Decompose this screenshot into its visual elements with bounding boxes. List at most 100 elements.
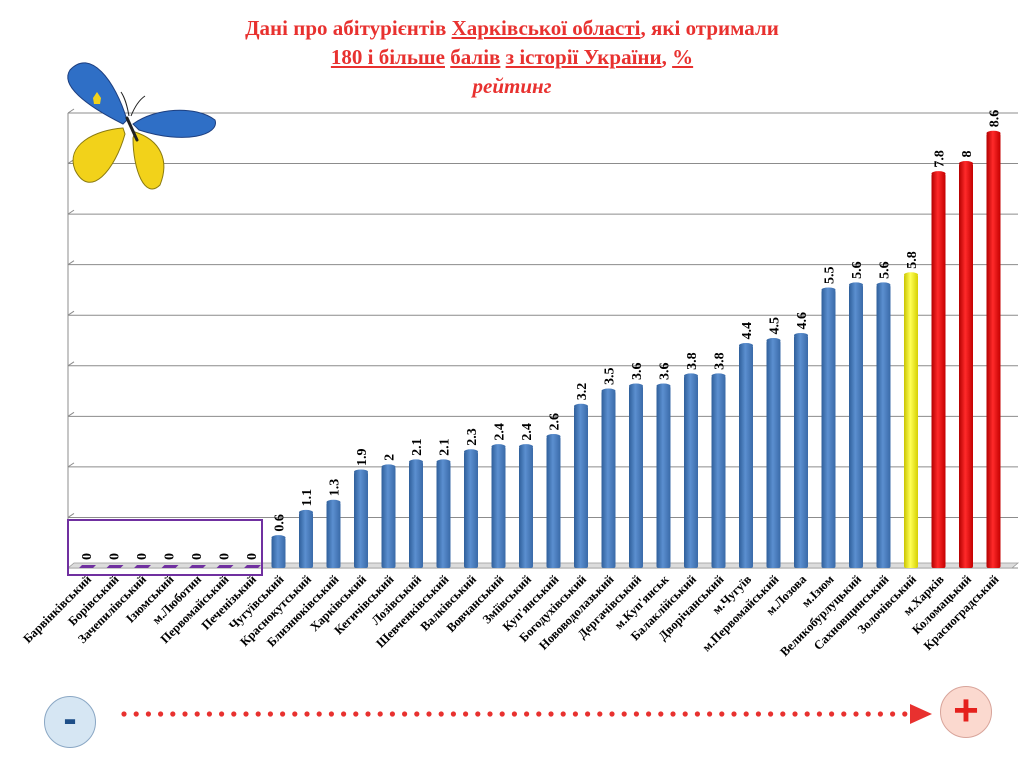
bar	[794, 335, 808, 568]
bar	[464, 451, 478, 568]
bar-top	[436, 459, 451, 465]
butterfly-icon	[67, 62, 216, 190]
value-label: 5.8	[905, 251, 920, 269]
bar	[546, 436, 561, 568]
title-line-2: 180 і більше балів з історії України, %	[0, 43, 1024, 72]
value-label: 2.4	[493, 423, 508, 441]
bar-top	[629, 383, 643, 389]
bar	[629, 386, 643, 568]
arrow-dot	[853, 711, 859, 717]
value-label: 5.5	[823, 266, 838, 284]
bar	[766, 340, 781, 568]
value-label: 0	[135, 553, 150, 560]
gridline-tick	[67, 310, 75, 316]
arrow-dot	[280, 711, 286, 717]
arrow-dot	[719, 711, 725, 717]
bar	[904, 274, 918, 568]
value-label: 2	[383, 454, 398, 461]
bar	[519, 446, 533, 568]
arrow-dot	[475, 711, 481, 717]
arrow-dot	[170, 711, 176, 717]
bar	[409, 461, 423, 568]
bar	[354, 471, 368, 568]
arrow-dot	[243, 711, 249, 717]
arrow-dot	[194, 711, 200, 717]
bar-top	[904, 272, 918, 278]
arrow-dot	[304, 711, 310, 717]
arrow-dot	[133, 711, 139, 717]
title-subject: з історії України	[505, 45, 662, 69]
arrow-dot	[768, 711, 774, 717]
bar	[821, 289, 836, 568]
arrow-dot	[219, 711, 225, 717]
arrow-dot	[804, 711, 810, 717]
arrow-dot	[792, 711, 798, 717]
arrow-dot	[328, 711, 334, 717]
chart-floor	[66, 562, 1020, 569]
bar	[79, 565, 96, 568]
gridline-tick	[67, 411, 75, 417]
bar-top	[409, 459, 423, 465]
gridline-tick	[67, 108, 75, 114]
bar	[491, 446, 506, 568]
bar	[436, 461, 451, 568]
bar-top	[381, 464, 396, 470]
arrow-dot	[487, 711, 493, 717]
arrow-dot	[670, 711, 676, 717]
arrow-dot	[206, 711, 212, 717]
arrow-dot	[609, 711, 615, 717]
bar	[711, 375, 726, 568]
value-labels: 0 0 0 0 0 0 0 0.6 1.1 1.3 1.9 2 2.1 2.1 2.3 2.4 2.4 2.6 3.…	[80, 110, 1003, 560]
plus-sign: +	[940, 686, 992, 738]
bar	[134, 565, 151, 568]
bar	[684, 375, 698, 568]
arrow-dot	[621, 711, 627, 717]
arrow-dot	[658, 711, 664, 717]
bar-top	[271, 535, 286, 541]
bar-top	[931, 171, 946, 177]
gridline-tick	[67, 462, 75, 468]
bar-top	[546, 434, 561, 440]
value-label: 2.1	[438, 438, 453, 456]
bar-top	[464, 449, 478, 455]
arrow-dot	[829, 711, 835, 717]
title-text-2: , які отримали	[640, 16, 779, 40]
title-region: Харківської області	[451, 16, 641, 40]
bar-top	[739, 343, 753, 349]
value-label: 5.6	[878, 261, 893, 279]
arrow-dot	[780, 711, 786, 717]
arrow-dot	[145, 711, 151, 717]
value-label: 0	[190, 553, 205, 560]
arrow-dot	[402, 711, 408, 717]
bar	[601, 391, 616, 568]
value-label: 0	[163, 553, 178, 560]
value-label: 3.2	[575, 383, 590, 401]
arrow-dot	[292, 711, 298, 717]
arrow-dot	[511, 711, 517, 717]
bar-top	[959, 161, 973, 167]
title-threshold: 180 і більше	[330, 45, 445, 69]
value-label: 7.8	[933, 150, 948, 168]
bar-top	[794, 332, 808, 338]
arrow-dot	[877, 711, 884, 717]
arrow-dot	[646, 711, 652, 717]
bar	[299, 512, 313, 568]
bar-top	[684, 373, 698, 379]
arrow-dot	[524, 711, 530, 717]
title-comma: ,	[661, 45, 673, 69]
title-text-1: Дані про абітурієнтів	[245, 16, 452, 40]
gridline-tick	[67, 209, 75, 215]
arrow-dot	[755, 711, 762, 717]
arrow-dot	[231, 711, 237, 717]
value-label: 2.4	[520, 423, 535, 441]
arrow-dot	[365, 711, 371, 717]
chart-title: Дані про абітурієнтів Харківської област…	[0, 14, 1024, 101]
bar	[931, 173, 946, 568]
value-label: 1.1	[300, 489, 315, 507]
arrow-dot	[731, 711, 737, 717]
arrow-dot	[841, 711, 847, 717]
bar-top	[519, 444, 533, 450]
category-labels: БарвінківськийБорівськийЗачепилівськийІз…	[20, 572, 1001, 659]
value-label: 0	[245, 553, 260, 560]
